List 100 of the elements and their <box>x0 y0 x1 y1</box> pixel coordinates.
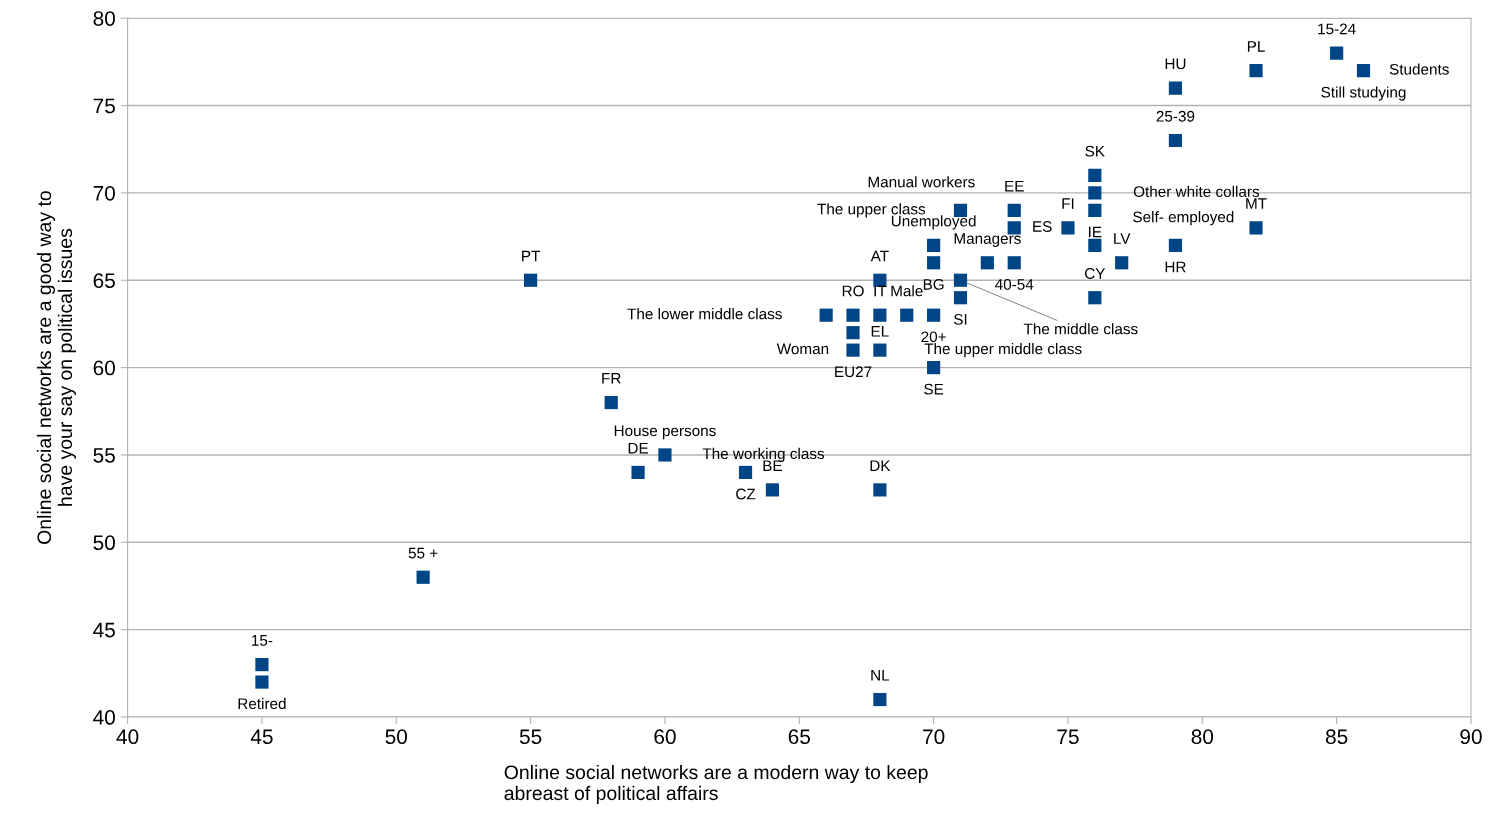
point <box>1088 168 1102 183</box>
point <box>738 465 753 480</box>
annotation: ES <box>1033 221 1052 232</box>
y-axis-title: Online social networks are a good way to have your say on political issues <box>36 191 76 544</box>
point <box>873 343 887 357</box>
annotation: Other white collars <box>1133 185 1260 197</box>
annotation: SE <box>924 383 944 395</box>
point <box>524 273 538 287</box>
point <box>927 256 941 270</box>
annotation: CZ <box>736 488 756 500</box>
x-tick-label: 90 <box>1460 729 1482 745</box>
point <box>255 675 269 689</box>
point <box>1007 203 1021 217</box>
point <box>819 308 833 322</box>
annotation: NL <box>871 670 890 681</box>
x-axis-title: Online social networks are a modern way to keep abreast of political affairs <box>504 764 928 804</box>
annotation: CY <box>1084 268 1106 279</box>
point <box>846 326 860 340</box>
annotation: Unemployed <box>891 215 976 230</box>
point <box>1088 238 1102 252</box>
y-tick-label: 65 <box>93 273 115 288</box>
annotation: IT <box>874 285 887 297</box>
y-tick-label: 75 <box>93 98 115 114</box>
annotation: 40-54 <box>995 278 1034 290</box>
annotation: PT <box>522 250 541 262</box>
x-tick-label: 60 <box>654 729 676 745</box>
point <box>873 483 887 497</box>
annotation: HU <box>1165 58 1186 70</box>
annotation: DK <box>870 460 891 471</box>
point <box>953 291 968 305</box>
annotation: Managers <box>954 233 1021 247</box>
y-tick-label: 40 <box>93 710 115 725</box>
x-tick-label: 50 <box>385 729 408 745</box>
point <box>900 308 914 322</box>
annotation: The upper middle class <box>924 343 1082 358</box>
y-tick-label: 55 <box>93 448 115 463</box>
annotation: SK <box>1085 145 1105 157</box>
point <box>416 570 430 584</box>
y-tick-label: 60 <box>93 360 115 376</box>
point <box>1168 81 1183 95</box>
x-tick-label: 85 <box>1325 729 1348 745</box>
point <box>927 308 941 322</box>
annotation: 55 + <box>408 547 438 559</box>
annotation: BE <box>763 460 782 471</box>
annotation: 20+ <box>921 331 946 343</box>
point <box>1061 221 1075 235</box>
annotation: Self- employed <box>1133 211 1234 226</box>
annotation: The working class <box>702 447 825 463</box>
y-tick-label: 50 <box>93 535 115 551</box>
annotation: Male <box>891 285 923 297</box>
point <box>1168 133 1183 148</box>
point <box>873 308 887 322</box>
annotation: Woman <box>776 343 829 355</box>
point <box>1088 203 1102 217</box>
annotation: IE <box>1089 226 1102 238</box>
point <box>604 395 618 410</box>
point <box>255 658 269 672</box>
annotation: 25-39 <box>1156 110 1195 122</box>
annotation: DE <box>628 442 649 454</box>
point <box>1115 256 1129 270</box>
annotation: MT <box>1246 198 1267 209</box>
x-tick-label: 45 <box>250 729 273 745</box>
annotation: SI <box>953 313 967 325</box>
annotation: The middle class <box>1023 323 1138 335</box>
annotation: Manual workers <box>868 176 975 188</box>
y-tick-label: 45 <box>93 622 115 638</box>
annotation: 15- <box>252 635 273 646</box>
point <box>1249 221 1263 235</box>
point <box>1249 64 1263 78</box>
x-tick-label: 80 <box>1191 729 1214 745</box>
annotation: Retired <box>238 697 286 710</box>
point <box>846 308 860 322</box>
point <box>927 361 941 375</box>
annotation: Students <box>1389 63 1449 75</box>
point <box>658 448 672 462</box>
annotation: The lower middle class <box>627 308 782 320</box>
x-tick-label: 75 <box>1057 729 1079 745</box>
x-tick-label: 55 <box>519 729 542 745</box>
y-tick-label: 80 <box>93 11 115 26</box>
point <box>846 343 860 357</box>
point <box>1330 46 1344 60</box>
annotation: EL <box>871 326 889 337</box>
point <box>765 483 779 497</box>
annotation: PL <box>1247 41 1265 52</box>
annotation: House persons <box>614 425 716 440</box>
point <box>631 465 645 480</box>
point <box>873 692 887 707</box>
point <box>1088 291 1102 305</box>
annotation: BG <box>923 278 944 290</box>
annotation: LV <box>1114 233 1131 244</box>
annotation: HR <box>1165 261 1186 273</box>
x-tick-label: 40 <box>116 729 139 745</box>
y-tick-label: 70 <box>93 185 115 201</box>
point <box>1168 238 1183 252</box>
point <box>1007 256 1021 270</box>
annotation: Still studying <box>1321 86 1406 101</box>
annotation: FR <box>602 373 621 384</box>
annotation: EU27 <box>835 366 872 378</box>
point <box>980 256 994 270</box>
point <box>1088 186 1102 200</box>
